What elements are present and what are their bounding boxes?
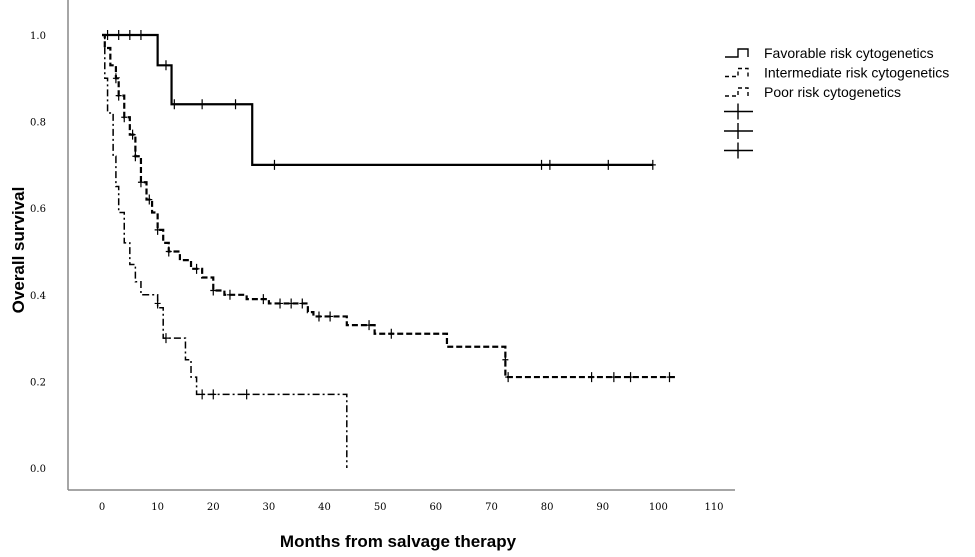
censor-mark	[137, 177, 144, 188]
censor-mark	[666, 372, 673, 383]
survival-curve-3	[102, 34, 348, 468]
censor-mark	[210, 285, 217, 296]
censor-mark	[210, 389, 217, 400]
censor-mark	[115, 90, 122, 101]
x-tick-label: 20	[207, 502, 220, 513]
censor-mark	[277, 298, 284, 309]
censor-mark	[505, 372, 512, 383]
censor-mark	[112, 73, 119, 84]
censor-mark	[649, 159, 656, 170]
legend-line-icon	[725, 48, 749, 58]
legend-censor-icon	[724, 123, 753, 139]
censor-mark	[538, 159, 545, 170]
y-axis-label: Overall survival	[9, 187, 28, 314]
censor-mark	[627, 372, 634, 383]
censor-mark	[121, 112, 128, 123]
x-tick-label: 100	[649, 502, 668, 513]
censor-mark	[154, 224, 161, 235]
censor-mark	[146, 194, 153, 205]
censor-mark	[129, 129, 136, 140]
survival-curve-1	[102, 33, 653, 166]
censor-mark	[115, 30, 122, 40]
censor-mark	[502, 354, 509, 365]
censor-mark	[171, 99, 178, 110]
x-tick-label: 50	[374, 502, 387, 513]
legend-censor-icon	[724, 103, 753, 120]
legend: Favorable risk cytogenetics Intermediate …	[724, 45, 949, 159]
y-tick-label: 0.8	[30, 118, 46, 129]
x-tick-label: 0	[99, 502, 105, 513]
censor-mark	[260, 294, 267, 305]
x-tick-label: 110	[704, 502, 723, 513]
censor-mark	[366, 320, 373, 331]
x-tick-label: 90	[596, 502, 609, 513]
censor-mark	[327, 311, 334, 322]
censor-mark	[588, 372, 595, 383]
y-tick-label: 0.0	[30, 464, 46, 475]
censor-mark	[288, 298, 295, 309]
censor-mark	[132, 151, 139, 162]
censor-mark	[199, 99, 206, 110]
x-tick-label: 60	[429, 502, 442, 513]
legend-label: Favorable risk cytogenetics	[764, 45, 934, 61]
x-axis-label: Months from salvage therapy	[280, 532, 517, 551]
censor-mark	[137, 30, 144, 40]
censor-mark	[605, 159, 612, 170]
y-tick-label: 0.2	[30, 377, 46, 388]
censor-mark	[165, 246, 172, 257]
censor-mark	[271, 159, 278, 170]
legend-label: Intermediate risk cytogenetics	[764, 65, 949, 81]
x-tick-label: 30	[263, 502, 276, 513]
censor-mark	[232, 99, 239, 110]
censor-mark	[243, 389, 250, 400]
censor-mark	[315, 311, 322, 322]
x-tick-label: 10	[151, 502, 164, 513]
censor-mark	[162, 60, 169, 71]
x-tick-label: 80	[541, 502, 554, 513]
y-tick-label: 0.4	[30, 291, 46, 302]
legend-censor-icon	[724, 142, 753, 159]
censor-mark	[546, 159, 553, 170]
legend-line-icon	[725, 87, 749, 97]
censor-mark	[610, 372, 617, 383]
censor-mark	[154, 298, 161, 309]
x-tick-label: 40	[318, 502, 331, 513]
legend-label: Poor risk cytogenetics	[764, 84, 901, 100]
y-tick-label: 0.6	[30, 204, 46, 215]
censor-mark	[162, 333, 169, 344]
y-tick-label: 1.0	[30, 31, 46, 42]
censor-mark	[299, 298, 306, 309]
survival-curve-2	[102, 33, 676, 379]
censor-mark	[199, 389, 206, 400]
censor-mark	[388, 328, 395, 339]
censor-mark	[193, 263, 200, 274]
x-tick-label: 70	[485, 502, 498, 513]
legend-line-icon	[725, 67, 749, 78]
censor-mark	[126, 30, 133, 40]
censor-mark	[226, 289, 233, 300]
